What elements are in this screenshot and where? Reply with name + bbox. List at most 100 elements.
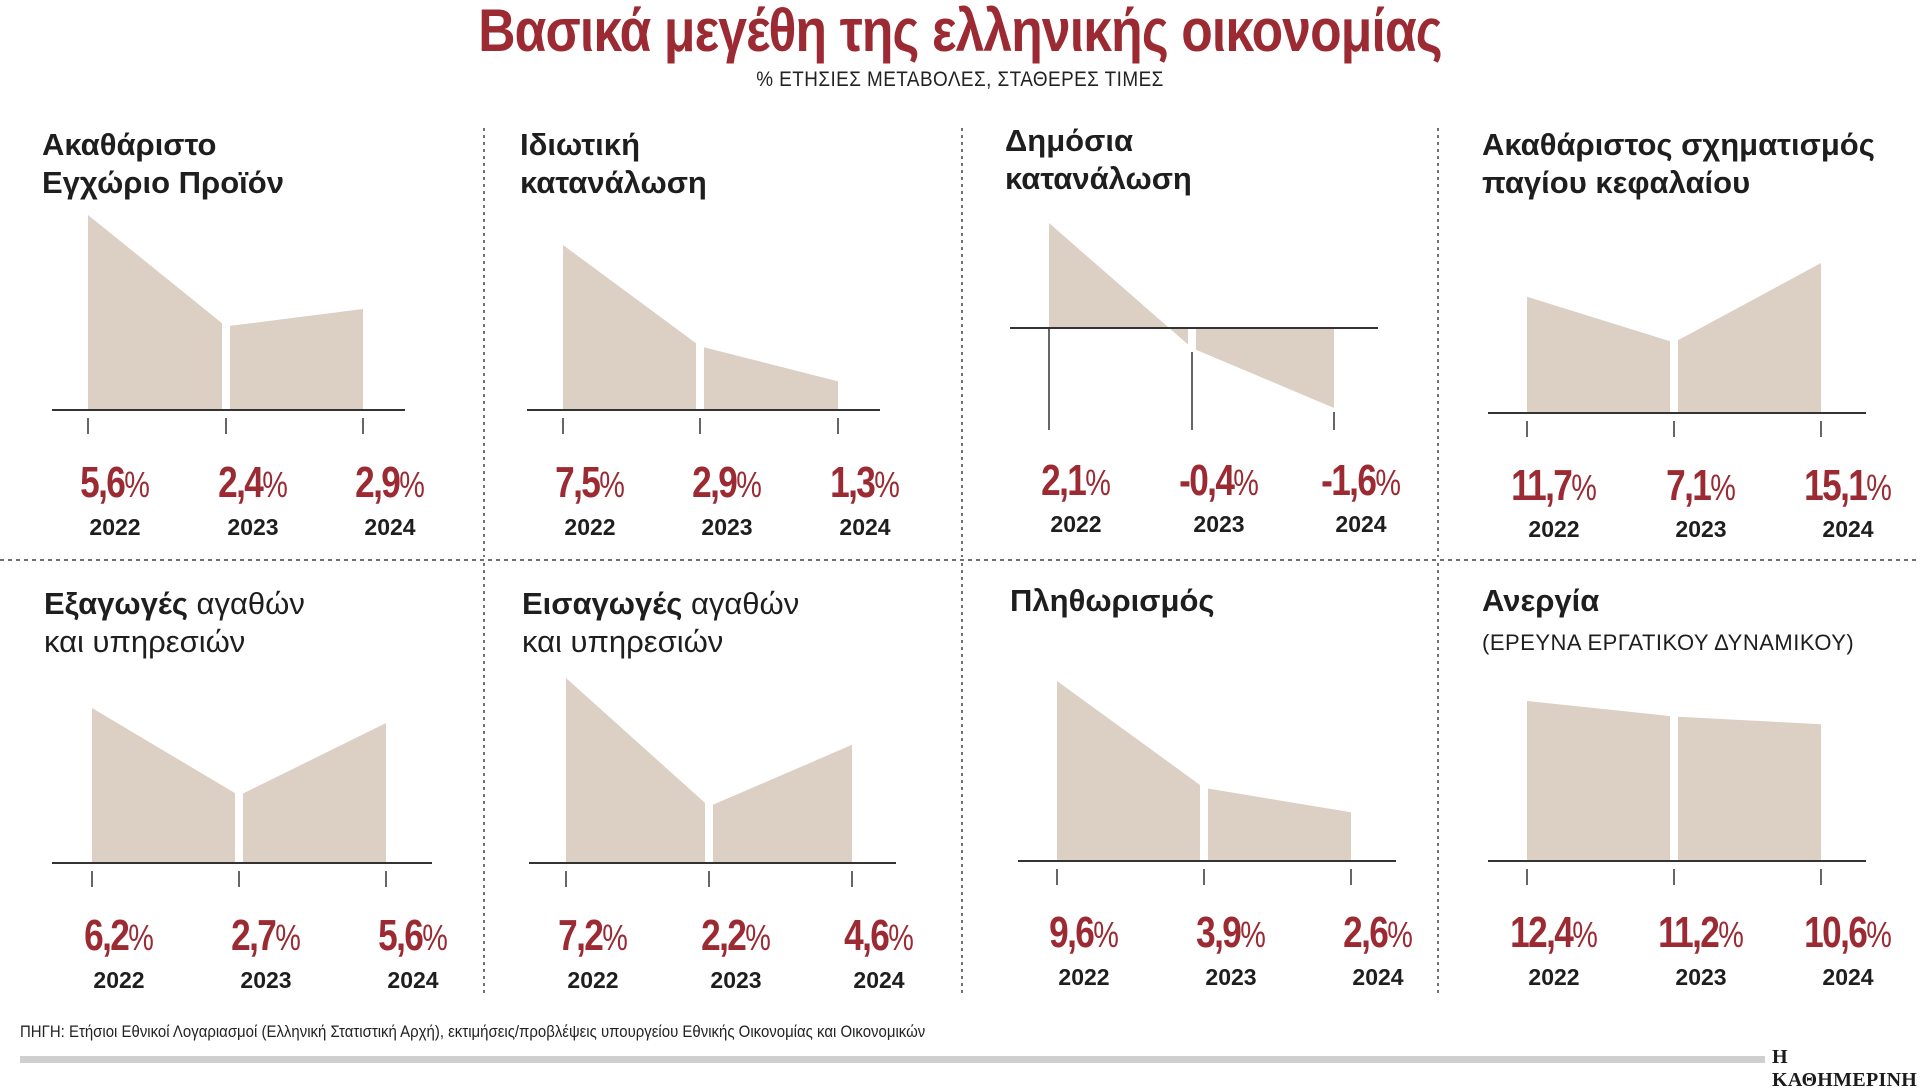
panel-title-bold: Εισαγωγές xyxy=(522,586,683,621)
panel-title-unemployment: Ανεργία (ΕΡΕΥΝΑ ΕΡΓΑΤΙΚΟΥ ΔΥΝΑΜΙΚΟΥ) xyxy=(1482,582,1854,662)
panel-title-line2: Εγχώριο Προϊόν xyxy=(42,165,284,200)
panel-title-private-consumption: Ιδιωτική κατανάλωση xyxy=(520,126,707,202)
panel-title-line2: κατανάλωση xyxy=(520,165,707,200)
value-unit: % xyxy=(888,917,914,958)
panel-chart-3: 11,7% 2022 7,1% 2023 15,1% 2024 xyxy=(1488,263,1892,542)
panel-title-line2: παγίου κεφαλαίου xyxy=(1482,165,1751,200)
value-number: 11,2 xyxy=(1658,908,1719,957)
value-number: 2,4 xyxy=(218,458,264,507)
value-number: 7,1 xyxy=(1666,461,1712,510)
value-label-2024: 2,6% xyxy=(1343,908,1413,957)
value-label-2023: -0,4% xyxy=(1179,456,1259,505)
value-label-2022: 2,1% xyxy=(1041,456,1111,505)
subtitle: % ΕΤΗΣΙΕΣ ΜΕΤΑΒΟΛΕΣ, ΣΤΑΘΕΡΕΣ ΤΙΜΕΣ xyxy=(756,68,1164,91)
panel-title-light: αγαθών xyxy=(682,586,800,621)
year-label-2024: 2024 xyxy=(853,967,904,993)
value-label-2022: 6,2% xyxy=(84,911,154,960)
year-label-2022: 2022 xyxy=(567,967,618,993)
area-segment-2023-2024 xyxy=(1208,788,1351,861)
value-number: 2,9 xyxy=(355,458,400,507)
value-unit: % xyxy=(1085,462,1111,503)
brand-logo: Η ΚΑΘΗΜΕΡΙΝΗ xyxy=(1772,1046,1918,1091)
year-label-2023: 2023 xyxy=(1193,511,1244,537)
year-label-2024: 2024 xyxy=(1335,511,1386,537)
panel-chart-5: 7,2% 2022 2,2% 2023 4,6% 2024 xyxy=(529,678,914,993)
value-number: 3,9 xyxy=(1196,908,1241,957)
value-unit: % xyxy=(736,464,762,505)
value-number: 7,2 xyxy=(558,911,603,960)
panel-title-exports: Εξαγωγές αγαθών και υπηρεσιών xyxy=(44,585,305,661)
year-label-2023: 2023 xyxy=(701,514,752,540)
value-label-2023: 2,4% xyxy=(218,458,288,507)
panel-title-line2: κατανάλωση xyxy=(1005,161,1192,196)
value-label-2024: 4,6% xyxy=(844,911,914,960)
year-label-2024: 2024 xyxy=(364,514,415,540)
value-unit: % xyxy=(1240,914,1266,955)
value-unit: % xyxy=(1572,914,1598,955)
panel-title-bold: Εξαγωγές xyxy=(44,586,188,621)
panel-chart-2: 2,1% 2022 -0,4% 2023 -1,6% 2024 xyxy=(1010,223,1401,537)
panel-chart-1: 7,5% 2022 2,9% 2023 1,3% 2024 xyxy=(527,245,900,540)
source-note: ΠΗΓΗ: Ετήσιοι Εθνικοί Λογαριασμοί (Ελλην… xyxy=(20,1022,926,1041)
value-unit: % xyxy=(1866,914,1892,955)
panel-title-line1: Ακαθάριστος σχηματισμός xyxy=(1482,127,1875,162)
value-unit: % xyxy=(262,464,288,505)
year-label-2024: 2024 xyxy=(1352,964,1403,990)
value-number: 6,2 xyxy=(84,911,129,960)
value-number: 7,5 xyxy=(555,458,601,507)
value-number: -0,4 xyxy=(1179,456,1235,505)
value-number: 9,6 xyxy=(1049,908,1094,957)
panel-title-line2: και υπηρεσιών xyxy=(44,624,246,659)
value-unit: % xyxy=(1387,914,1413,955)
year-label-2024: 2024 xyxy=(1822,964,1873,990)
value-unit: % xyxy=(1710,467,1736,508)
year-label-2024: 2024 xyxy=(839,514,890,540)
value-label-2023: 2,7% xyxy=(231,911,301,960)
panel-chart-4: 6,2% 2022 2,7% 2023 5,6% 2024 xyxy=(52,708,448,993)
year-label-2022: 2022 xyxy=(89,514,140,540)
value-label-2023: 2,2% xyxy=(701,911,771,960)
value-number: 2,9 xyxy=(692,458,737,507)
area-segment-2023-2024 xyxy=(230,309,363,410)
value-label-2023: 2,9% xyxy=(692,458,762,507)
year-label-2023: 2023 xyxy=(227,514,278,540)
year-label-2022: 2022 xyxy=(1528,964,1579,990)
value-unit: % xyxy=(745,917,771,958)
value-label-2023: 11,2% xyxy=(1658,908,1744,957)
value-unit: % xyxy=(874,464,900,505)
year-label-2022: 2022 xyxy=(1050,511,1101,537)
value-unit: % xyxy=(128,917,154,958)
value-unit: % xyxy=(399,464,425,505)
value-unit: % xyxy=(602,917,628,958)
area-segment-2022-2023 xyxy=(1527,296,1670,413)
area-segment-2023-2024 xyxy=(1678,716,1821,861)
value-number: 4,6 xyxy=(844,911,889,960)
value-label-2022: 7,2% xyxy=(558,911,628,960)
value-unit: % xyxy=(1233,462,1259,503)
panel-title-line1: Δημόσια xyxy=(1005,123,1133,158)
year-label-2024: 2024 xyxy=(387,967,438,993)
value-unit: % xyxy=(599,464,625,505)
panel-title-line1: Πληθωρισμός xyxy=(1010,583,1215,618)
area-segment-2022-2023 xyxy=(1527,701,1670,861)
value-unit: % xyxy=(1571,467,1597,508)
value-label-2024: 1,3% xyxy=(830,458,900,507)
value-number: 12,4 xyxy=(1510,908,1574,957)
value-number: -1,6 xyxy=(1321,456,1376,505)
year-label-2023: 2023 xyxy=(710,967,761,993)
value-unit: % xyxy=(275,917,301,958)
year-label-2022: 2022 xyxy=(1528,516,1579,542)
value-label-2022: 7,5% xyxy=(555,458,625,507)
value-label-2022: 5,6% xyxy=(80,458,150,507)
value-unit: % xyxy=(1866,467,1892,508)
year-label-2023: 2023 xyxy=(1675,516,1726,542)
panel-title-line1: Ανεργία xyxy=(1482,583,1600,618)
panel-title-inflation: Πληθωρισμός xyxy=(1010,582,1215,620)
area-segment-2022-2023 xyxy=(92,708,235,863)
value-label-2024: 10,6% xyxy=(1804,908,1892,957)
value-number: 1,3 xyxy=(830,458,875,507)
panel-title-gfcf: Ακαθάριστος σχηματισμός παγίου κεφαλαίου xyxy=(1482,126,1875,202)
value-label-2022: 12,4% xyxy=(1510,908,1598,957)
